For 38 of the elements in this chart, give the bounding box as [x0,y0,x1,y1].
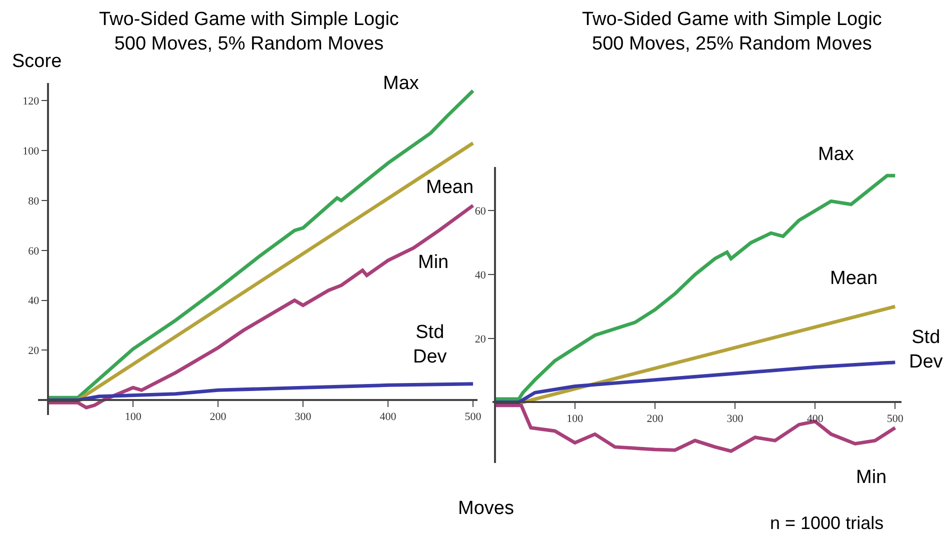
series-label: Max [818,144,854,165]
y-tick-label: 60 [28,245,40,258]
x-axis-title: Moves [458,498,514,519]
series-label: Mean [830,268,878,289]
x-tick-label: 100 [124,411,142,424]
series-label: Mean [426,177,474,198]
line-series [46,88,475,400]
x-tick-label: 300 [726,413,744,426]
x-tick-label: 100 [566,413,584,426]
y-tick-label: 20 [28,345,40,358]
y-tick-label: 100 [22,145,40,158]
chart-subtitle: 500 Moves, 5% Random Moves [114,34,384,55]
text: n = 1000 trials [770,513,884,533]
y-tick-label: 40 [28,295,40,308]
line-series [493,360,897,404]
line-series [46,204,475,410]
line-series [493,174,897,401]
x-tick-label: 200 [210,411,227,424]
y-tick-label: 80 [28,195,40,208]
y-axis-title: Score [12,51,62,72]
x-tick-label: 500 [464,411,482,424]
x-tick-label: 300 [294,411,312,424]
chart-title: Two-Sided Game with Simple Logic [99,9,399,30]
y-tick-label: 40 [474,269,486,282]
y-tick-label: 120 [22,96,40,108]
y-tick-label: 20 [474,333,486,346]
x-tick-label: 200 [646,413,664,426]
line-series [46,382,475,402]
series-label: Min [856,467,887,488]
series-label: Max [383,73,420,94]
series-label: Std Dev [909,327,944,373]
chart-title: Two-Sided Game with Simple Logic [582,9,882,30]
x-tick-label: 500 [886,413,904,426]
chart-subtitle: 500 Moves, 25% Random Moves [592,34,872,55]
series-label: Min [418,252,449,273]
x-tick-label: 400 [380,411,397,424]
series-label: Std Dev [413,322,448,368]
y-tick-label: 60 [474,206,486,218]
